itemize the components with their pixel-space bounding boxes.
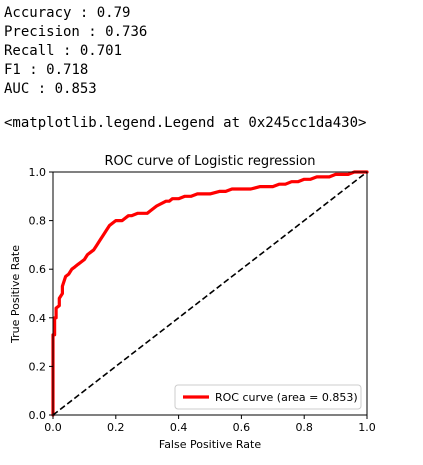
x-tick-label: 0.4 [170, 421, 188, 434]
y-tick-label: 0.8 [29, 215, 47, 228]
x-axis-label: False Positive Rate [159, 438, 261, 451]
metrics-output: Accuracy : 0.79 Precision : 0.736 Recall… [4, 4, 147, 99]
x-tick-label: 1.0 [358, 421, 376, 434]
legend-box [174, 384, 362, 410]
legend-repr-output: <matplotlib.legend.Legend at 0x245cc1da4… [4, 115, 367, 131]
metric-label: Recall [4, 43, 55, 59]
metric-line-accuracy: Accuracy : 0.79 [4, 5, 131, 21]
y-tick-label: 0.2 [29, 360, 47, 373]
metric-value: 0.701 [79, 43, 123, 59]
metric-value: 0.79 [96, 5, 131, 21]
y-tick-label: 1.0 [29, 166, 47, 179]
metric-value: 0.853 [54, 81, 97, 97]
metric-label: Accuracy [4, 5, 72, 21]
y-tick-label: 0.4 [29, 312, 47, 325]
x-tick-label: 0.8 [295, 421, 313, 434]
metric-label: Precision [4, 24, 80, 40]
metric-value: 0.718 [46, 62, 89, 78]
metric-label: F1 [4, 62, 21, 78]
y-tick-label: 0.6 [29, 263, 47, 276]
plot-area: 0.0 0.2 0.4 0.6 0.8 1.0 0.0 0.2 0.4 0.6 0.8 1.0 ROC … [29, 166, 376, 434]
metric-value: 0.736 [105, 24, 148, 40]
metric-line-precision: Precision : 0.736 [4, 24, 148, 40]
chance-diagonal-line [52, 171, 368, 416]
metric-line-auc: AUC : 0.853 [4, 81, 97, 97]
x-tick-label: 0.6 [233, 421, 251, 434]
plot-frame [52, 171, 368, 416]
x-tick-label: 0.0 [44, 421, 62, 434]
y-tick-label: 0.0 [29, 409, 47, 422]
x-tick-label: 0.2 [107, 421, 125, 434]
legend-entry-label: ROC curve (area = 0.853) [215, 391, 358, 404]
metric-line-recall: Recall : 0.701 [4, 43, 123, 59]
metric-label: AUC [4, 81, 30, 97]
roc-curve-line [51, 170, 369, 417]
y-axis-label: True Positive Rate [9, 245, 22, 344]
chart-title: ROC curve of Logistic regression [104, 154, 315, 169]
metric-line-f1: F1 : 0.718 [4, 62, 89, 78]
